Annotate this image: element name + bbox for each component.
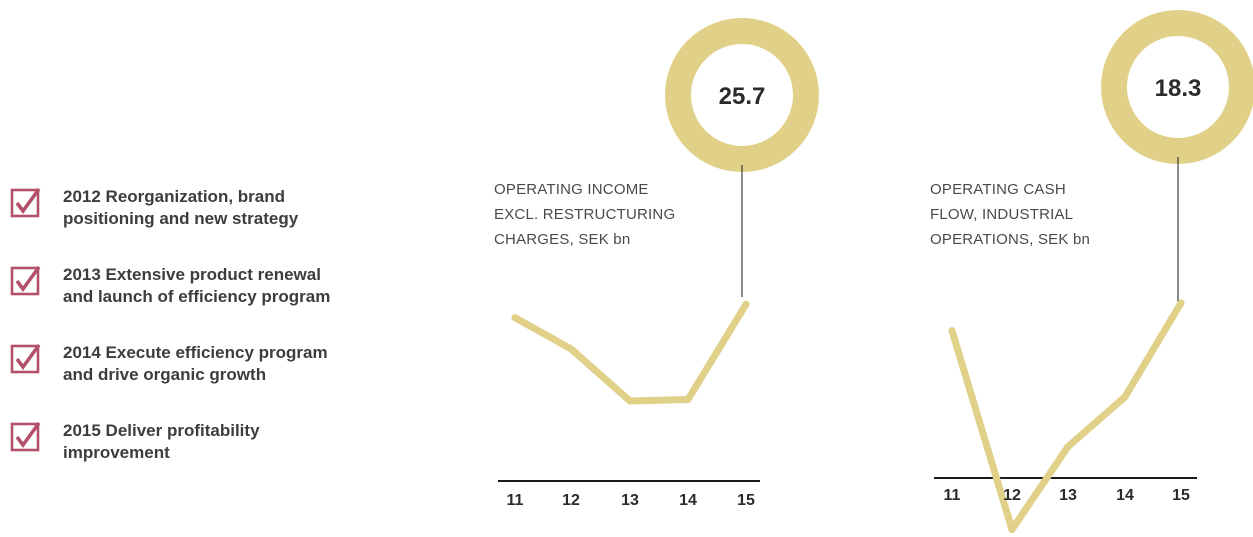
checkbox-checked-icon (10, 187, 41, 218)
chart-title-line2: EXCL. RESTRUCTURING (494, 206, 675, 223)
x-tick-label: 12 (1003, 487, 1021, 504)
chart-title-line3: CHARGES, SEK bn (494, 231, 630, 248)
milestone-text-line1: 2012 Reorganization, brand (63, 187, 285, 206)
data-point-11 (511, 314, 519, 322)
milestone-text-line1: 2013 Extensive product renewal (63, 265, 321, 284)
highlight-value: 25.7 (719, 83, 766, 110)
highlight-ring (1101, 10, 1253, 164)
chart-title-line2: FLOW, INDUSTRIAL (930, 206, 1073, 223)
milestone-text: 2012 Reorganization, brand positioning a… (63, 186, 413, 230)
checkbox-checked-icon (10, 421, 41, 452)
milestone-text-line2: and launch of efficiency program (63, 287, 331, 306)
milestone-text-line1: 2015 Deliver profitability (63, 421, 260, 440)
x-tick-label: 15 (1172, 487, 1190, 504)
chart-title-line1: OPERATING CASH (930, 181, 1066, 198)
milestone-item: 2015 Deliver profitability improvement (10, 420, 420, 498)
data-point-12 (1008, 526, 1016, 533)
x-tick-label: 11 (944, 487, 961, 504)
data-point-15 (742, 300, 750, 308)
data-point-14 (684, 396, 692, 403)
milestone-text-line2: positioning and new strategy (63, 209, 299, 228)
milestones-list: 2012 Reorganization, brand positioning a… (10, 186, 420, 498)
x-tick-label: 13 (621, 492, 639, 509)
milestone-text: 2013 Extensive product renewal and launc… (63, 264, 413, 308)
chart-title-line1: OPERATING INCOME (494, 181, 649, 198)
highlight-ring (665, 18, 819, 172)
data-point-15 (1177, 299, 1185, 307)
x-tick-label: 13 (1059, 487, 1077, 504)
milestone-item: 2012 Reorganization, brand positioning a… (10, 186, 420, 264)
milestone-text-line2: and drive organic growth (63, 365, 267, 384)
highlight-value: 18.3 (1155, 75, 1202, 102)
checkbox-checked-icon (10, 265, 41, 296)
data-point-13 (626, 397, 634, 405)
data-point-14 (1121, 393, 1129, 401)
x-tick-label: 14 (1116, 487, 1134, 504)
milestone-item: 2014 Execute efficiency program and driv… (10, 342, 420, 420)
x-tick-label: 15 (737, 492, 755, 509)
milestone-text: 2014 Execute efficiency program and driv… (63, 342, 413, 386)
data-point-13 (1064, 443, 1072, 451)
data-point-12 (567, 345, 575, 353)
milestone-text: 2015 Deliver profitability improvement (63, 420, 413, 464)
x-tick-label: 14 (679, 492, 697, 509)
x-tick-label: 12 (562, 492, 580, 509)
milestone-text-line2: improvement (63, 443, 170, 462)
milestone-item: 2013 Extensive product renewal and launc… (10, 264, 420, 342)
checkbox-checked-icon (10, 343, 41, 374)
milestone-text-line1: 2014 Execute efficiency program (63, 343, 328, 362)
chart-title-line3: OPERATIONS, SEK bn (930, 231, 1090, 248)
data-point-11 (948, 327, 956, 335)
x-tick-label: 11 (507, 492, 524, 509)
